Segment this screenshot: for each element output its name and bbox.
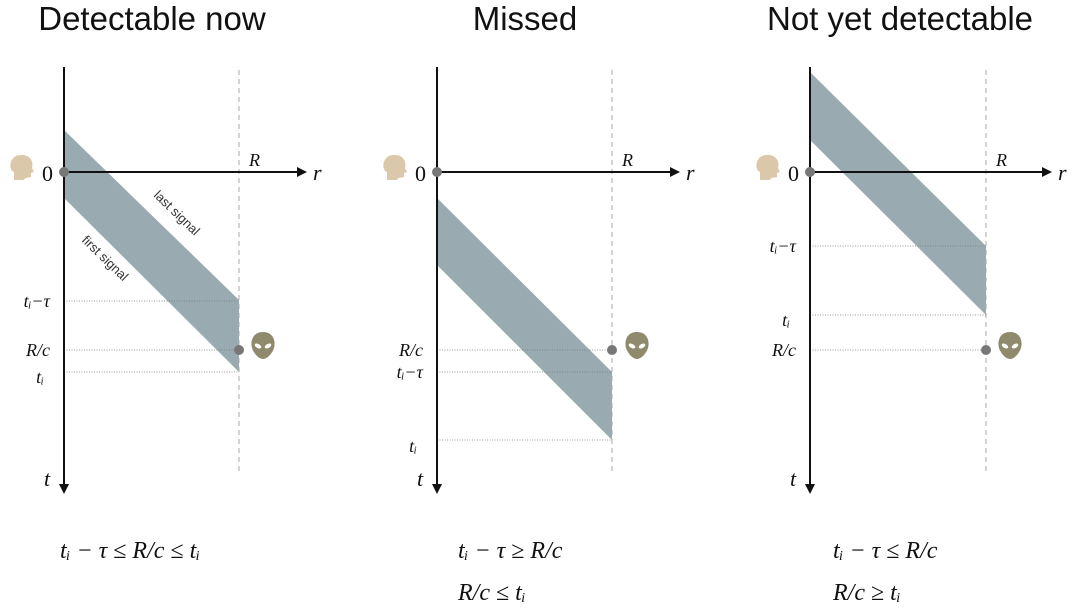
tick-R-over-c: R/c	[25, 340, 50, 360]
condition-line-1: tᵢ − τ ≤ R/c	[833, 538, 938, 564]
r-axis-label: r	[313, 160, 322, 185]
r-axis-label: r	[1058, 160, 1067, 185]
r-axis-label: r	[686, 160, 695, 185]
panel-missed: Missed r t 0 R R/c tᵢ−τ tᵢ tᵢ − τ ≥ R/c …	[383, 0, 695, 606]
tick-R-over-c: R/c	[398, 340, 423, 360]
tick-R-over-c: R/c	[771, 340, 796, 360]
alien-head-icon	[625, 332, 649, 359]
human-head-icon	[10, 154, 34, 180]
t-axis-label: t	[790, 466, 797, 491]
origin-dot	[59, 167, 69, 177]
t-axis-label: t	[44, 466, 51, 491]
condition-line-2: R/c ≤ tᵢ	[457, 580, 526, 606]
source-dot	[234, 345, 244, 355]
origin-dot	[432, 167, 442, 177]
origin-dot	[805, 167, 815, 177]
R-label: R	[621, 150, 633, 170]
tick-t-minus-tau: tᵢ−τ	[770, 236, 797, 256]
source-dot	[981, 345, 991, 355]
source-dot	[607, 345, 617, 355]
alien-head-icon	[251, 332, 275, 359]
human-head-icon	[756, 154, 780, 180]
tick-t-i: tᵢ	[782, 310, 790, 330]
human-head-icon	[383, 154, 407, 180]
tick-t-minus-tau: tᵢ−τ	[24, 291, 51, 311]
signal-band	[810, 72, 986, 315]
tick-t-i: tᵢ	[36, 367, 44, 387]
panel-title: Missed	[473, 0, 578, 37]
tick-t-minus-tau: tᵢ−τ	[397, 362, 424, 382]
origin-label: 0	[788, 161, 799, 186]
t-axis-label: t	[417, 466, 424, 491]
panel-detectable-now: Detectable now r t 0 R tᵢ−τ R/c tᵢ last …	[10, 0, 322, 564]
panel-title: Not yet detectable	[767, 0, 1033, 37]
origin-label: 0	[42, 161, 53, 186]
panel-title: Detectable now	[38, 0, 266, 37]
signal-band	[64, 130, 239, 372]
condition-line-1: tᵢ − τ ≥ R/c	[458, 538, 563, 564]
alien-head-icon	[998, 332, 1022, 359]
condition-line-2: R/c ≥ tᵢ	[832, 580, 901, 606]
signal-band	[437, 198, 612, 440]
R-label: R	[248, 150, 260, 170]
panel-not-yet-detectable: Not yet detectable r t 0 R tᵢ−τ tᵢ R/c t…	[756, 0, 1067, 606]
condition-line-1: tᵢ − τ ≤ R/c ≤ tᵢ	[60, 538, 200, 564]
R-label: R	[995, 150, 1007, 170]
tick-t-i: tᵢ	[409, 436, 417, 456]
origin-label: 0	[415, 161, 426, 186]
